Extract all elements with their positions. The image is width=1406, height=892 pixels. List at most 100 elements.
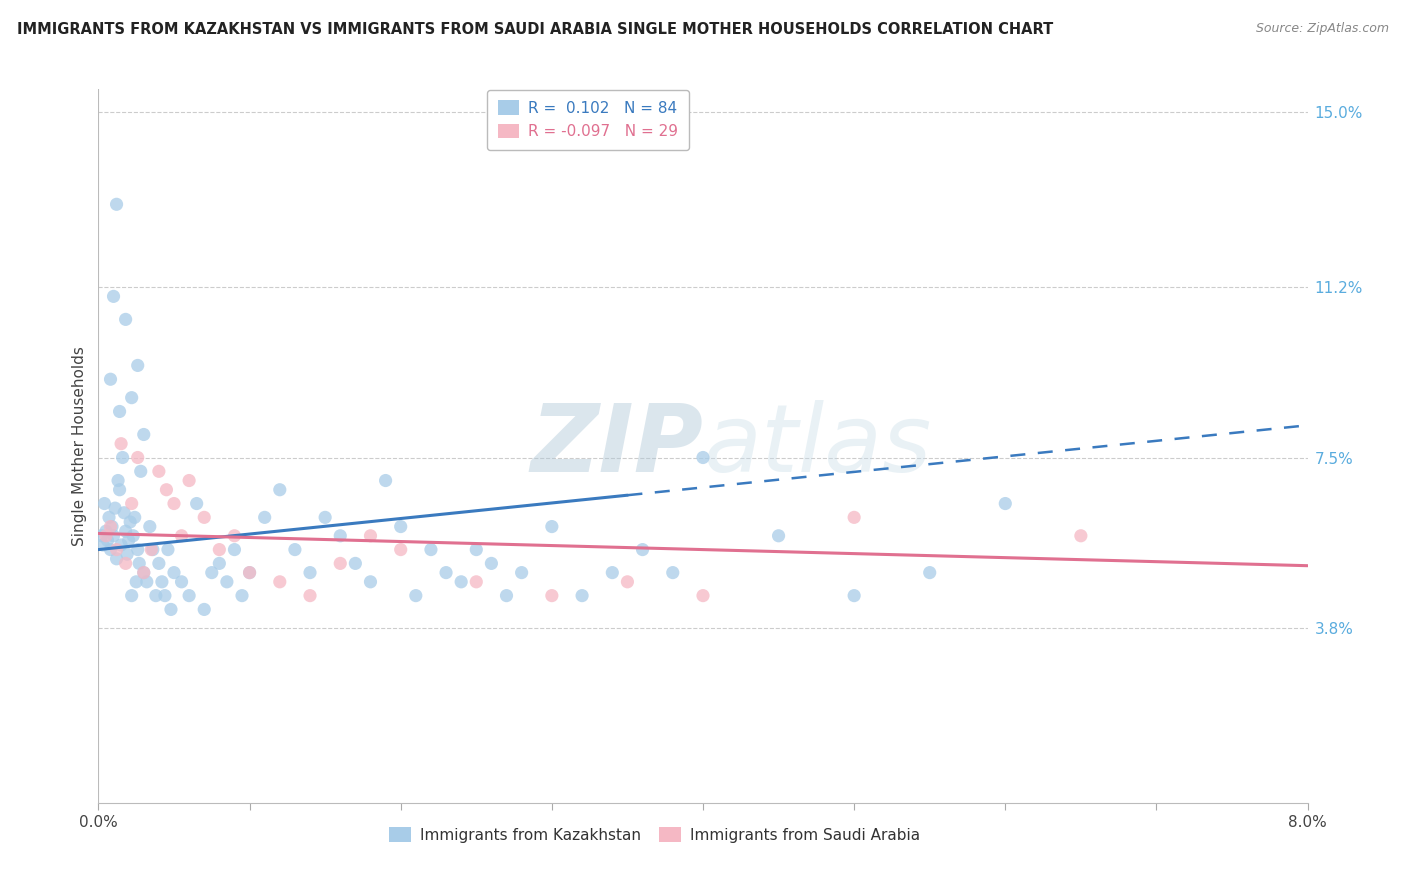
Point xyxy=(94,529,117,543)
Point xyxy=(118,533,141,548)
Point xyxy=(434,566,457,580)
Point xyxy=(170,574,193,589)
Point xyxy=(91,538,114,552)
Point xyxy=(208,542,231,557)
Point xyxy=(284,542,307,557)
Point xyxy=(616,574,638,589)
Point xyxy=(239,566,262,580)
Text: Source: ZipAtlas.com: Source: ZipAtlas.com xyxy=(1256,22,1389,36)
Point xyxy=(132,566,155,580)
Point xyxy=(360,574,382,589)
Point xyxy=(114,557,136,571)
Point xyxy=(201,566,224,580)
Point xyxy=(329,557,352,571)
Point xyxy=(329,529,352,543)
Point xyxy=(179,589,201,603)
Point xyxy=(224,529,246,543)
Point xyxy=(127,359,149,373)
Point xyxy=(299,566,322,580)
Point xyxy=(186,497,208,511)
Point xyxy=(661,566,683,580)
Point xyxy=(125,574,148,589)
Point xyxy=(124,510,146,524)
Point xyxy=(150,574,173,589)
Point xyxy=(127,450,149,465)
Point xyxy=(571,589,593,603)
Point xyxy=(163,566,186,580)
Point xyxy=(108,404,131,418)
Point xyxy=(540,519,562,533)
Point xyxy=(128,557,150,571)
Point xyxy=(269,483,291,497)
Point xyxy=(114,312,136,326)
Point xyxy=(153,589,176,603)
Point xyxy=(160,602,183,616)
Point xyxy=(141,542,163,557)
Point xyxy=(100,519,122,533)
Point xyxy=(994,497,1017,511)
Point xyxy=(110,538,132,552)
Text: atlas: atlas xyxy=(703,401,931,491)
Point xyxy=(132,566,155,580)
Point xyxy=(112,506,135,520)
Point xyxy=(121,497,143,511)
Point xyxy=(96,533,118,548)
Point xyxy=(98,510,121,524)
Point xyxy=(224,542,246,557)
Point xyxy=(918,566,941,580)
Point xyxy=(110,436,132,450)
Point xyxy=(121,589,143,603)
Point xyxy=(115,547,138,561)
Point xyxy=(94,524,117,538)
Y-axis label: Single Mother Households: Single Mother Households xyxy=(72,346,87,546)
Point xyxy=(768,529,790,543)
Point xyxy=(344,557,367,571)
Point xyxy=(314,510,336,524)
Point xyxy=(510,566,533,580)
Point xyxy=(127,542,149,557)
Point xyxy=(108,483,131,497)
Point xyxy=(215,574,238,589)
Point xyxy=(107,474,129,488)
Point xyxy=(104,501,127,516)
Point xyxy=(90,529,112,543)
Point xyxy=(139,519,162,533)
Text: IMMIGRANTS FROM KAZAKHSTAN VS IMMIGRANTS FROM SAUDI ARABIA SINGLE MOTHER HOUSEHO: IMMIGRANTS FROM KAZAKHSTAN VS IMMIGRANTS… xyxy=(17,22,1053,37)
Point xyxy=(231,589,253,603)
Point xyxy=(540,589,562,603)
Point xyxy=(148,557,170,571)
Point xyxy=(155,483,177,497)
Point xyxy=(631,542,654,557)
Point xyxy=(481,557,503,571)
Point xyxy=(253,510,276,524)
Point xyxy=(103,289,125,303)
Point xyxy=(100,372,122,386)
Point xyxy=(465,574,488,589)
Point xyxy=(465,542,488,557)
Point xyxy=(170,529,193,543)
Point xyxy=(844,510,866,524)
Point xyxy=(239,566,262,580)
Point xyxy=(360,529,382,543)
Point xyxy=(105,551,128,566)
Point xyxy=(105,197,128,211)
Point xyxy=(405,589,427,603)
Point xyxy=(374,474,396,488)
Legend: Immigrants from Kazakhstan, Immigrants from Saudi Arabia: Immigrants from Kazakhstan, Immigrants f… xyxy=(384,821,927,848)
Point xyxy=(111,450,134,465)
Point xyxy=(121,391,143,405)
Point xyxy=(156,542,179,557)
Point xyxy=(93,497,115,511)
Point xyxy=(148,464,170,478)
Point xyxy=(122,529,145,543)
Point xyxy=(269,574,291,589)
Point xyxy=(142,542,165,557)
Point xyxy=(495,589,517,603)
Point xyxy=(132,427,155,442)
Point xyxy=(105,542,128,557)
Point xyxy=(101,519,124,533)
Point xyxy=(193,510,215,524)
Point xyxy=(163,497,186,511)
Point xyxy=(129,464,152,478)
Point xyxy=(135,574,157,589)
